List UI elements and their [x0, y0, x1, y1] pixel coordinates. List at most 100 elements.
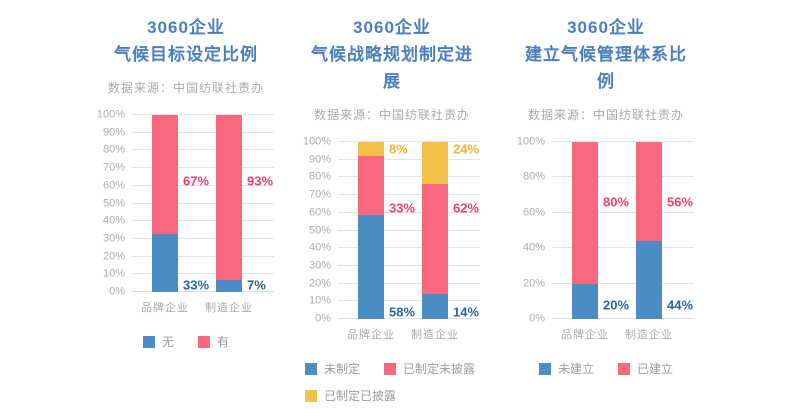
y-axis-tick-label: 100%: [516, 135, 545, 148]
bar-segment: [572, 142, 598, 284]
bar-segment: [422, 294, 448, 319]
y-axis-tick-label: 30%: [102, 232, 125, 245]
chart-title-line1: 3060企业: [353, 18, 431, 37]
value-label: 58%: [389, 304, 416, 320]
chart-title-line1: 3060企业: [147, 18, 225, 37]
chart-title: 3060企业 建立气候管理体系比例: [518, 14, 694, 95]
stacked-bar: [152, 115, 178, 292]
plot-grid: 33% 67% 7% 93%: [132, 114, 274, 293]
legend-label: 有: [217, 335, 230, 349]
y-axis-tick-label: 70%: [102, 161, 125, 174]
y-axis-tick-label: 30%: [308, 259, 331, 272]
chart-title-line1: 3060企业: [567, 18, 645, 37]
gridline: [132, 184, 274, 186]
legend-swatch: [305, 389, 317, 402]
y-axis-tick-label: 40%: [308, 241, 331, 254]
category-label: 品牌企业: [141, 302, 189, 314]
data-source-note: 数据来源：中国纺联社责办: [313, 108, 470, 122]
chart-title-line2: 气候战略规划制定进展: [311, 45, 473, 91]
y-axis-tick-label: 20%: [102, 250, 125, 263]
y-axis: 0% 20% 40% 60% 80% 100%: [517, 136, 552, 324]
bar-segment: [572, 283, 598, 319]
y-axis-tick-label: 0%: [315, 312, 331, 325]
y-axis-tick-label: 100%: [96, 108, 125, 121]
legend-swatch: [618, 362, 630, 375]
value-label: 24%: [453, 141, 480, 157]
stacked-bar: [422, 142, 448, 319]
gridline: [338, 141, 480, 142]
x-axis-categories: 品牌企业 制造企业: [132, 292, 274, 314]
value-label: 80%: [603, 194, 630, 210]
legend-label: 已建立: [637, 362, 674, 376]
chart-title-line2: 建立气候管理体系比例: [525, 45, 687, 91]
gridline: [132, 273, 274, 275]
bar-segment: [358, 156, 384, 216]
value-label: 62%: [453, 200, 480, 215]
gridline: [338, 300, 480, 302]
gridline: [338, 194, 480, 196]
legend-label: 已制定未披露: [403, 362, 476, 376]
legend-label: 已制定已披露: [324, 389, 397, 403]
gridline: [132, 255, 274, 257]
value-label: 20%: [603, 297, 630, 313]
legend-item: 已制定未披露: [384, 360, 475, 377]
data-source-note: 数据来源：中国纺联社责办: [107, 81, 264, 95]
chart-climate-management-ratio: 3060企业 建立气候管理体系比例 数据来源：中国纺联社责办 0% 20% 40% 6…: [517, 14, 694, 377]
legend-item: 未建立: [538, 360, 594, 377]
legend-label: 未建立: [557, 362, 594, 376]
y-axis-tick-label: 90%: [102, 126, 125, 139]
gridline: [132, 114, 274, 115]
bar-segment: [216, 279, 242, 292]
stacked-bar: [216, 115, 242, 292]
stacked-bar: [636, 142, 662, 319]
bar-segment: [358, 215, 384, 319]
value-label: 33%: [183, 277, 210, 293]
value-label: 33%: [389, 200, 416, 215]
value-label: 8%: [389, 141, 408, 157]
value-label: 7%: [247, 277, 266, 293]
bar-segment: [358, 142, 384, 157]
bar-segment: [636, 142, 662, 242]
legend: 未制定 已制定未披露 已制定已披露: [304, 360, 480, 404]
legend-swatch: [305, 362, 317, 375]
chart-climate-target-ratio: 3060企业 气候目标设定比例 数据来源：中国纺联社责办 0% 10% 20% 30%…: [97, 14, 274, 350]
gridline: [338, 318, 480, 319]
legend-swatch: [198, 335, 210, 348]
y-axis-tick-label: 80%: [522, 170, 545, 183]
value-label: 14%: [453, 304, 480, 320]
value-label: 67%: [183, 173, 210, 188]
stacked-bar: [572, 142, 598, 319]
plot-grid: 20% 80% 44% 56%: [552, 141, 694, 319]
y-axis-tick-label: 40%: [522, 241, 545, 254]
y-axis-tick-label: 50%: [308, 224, 331, 236]
plot-grid: 58% 33% 8% 14% 62% 24%: [338, 141, 480, 320]
gridline: [552, 211, 694, 213]
legend-label: 未制定: [324, 362, 361, 376]
y-axis-tick-label: 0%: [529, 312, 545, 325]
gridline: [338, 176, 480, 178]
bar-segment: [216, 115, 242, 280]
stacked-bar: [358, 142, 384, 319]
plot-area: 0% 20% 40% 60% 80% 100% 20% 80% 44% 56%: [517, 136, 694, 324]
gridline: [338, 247, 480, 249]
y-axis-tick-label: 60%: [308, 206, 331, 219]
gridline: [132, 167, 274, 169]
y-axis-tick-label: 90%: [308, 153, 331, 166]
value-label: 44%: [667, 297, 694, 313]
y-axis-tick-label: 20%: [308, 277, 331, 290]
bar-segment: [152, 233, 178, 292]
y-axis: 0% 10% 20% 30% 40% 50% 60% 70% 80% 90% 100%: [303, 136, 338, 324]
y-axis-tick-label: 80%: [102, 143, 125, 156]
legend-item: 未制定: [305, 360, 360, 377]
plot-area: 0% 10% 20% 30% 40% 50% 60% 70% 80% 90% 100% 58% 33%…: [303, 136, 480, 324]
legend-label: 无: [161, 335, 174, 349]
chart-title: 3060企业 气候战略规划制定进展: [304, 14, 480, 95]
gridline: [552, 282, 694, 284]
y-axis-tick-label: 20%: [522, 277, 545, 290]
y-axis-tick-label: 70%: [308, 188, 331, 201]
x-axis-categories: 品牌企业 制造企业: [552, 319, 694, 341]
gridline: [338, 158, 480, 160]
gridline: [338, 211, 480, 213]
y-axis: 0% 10% 20% 30% 40% 50% 60% 70% 80% 90% 100%: [97, 109, 132, 297]
